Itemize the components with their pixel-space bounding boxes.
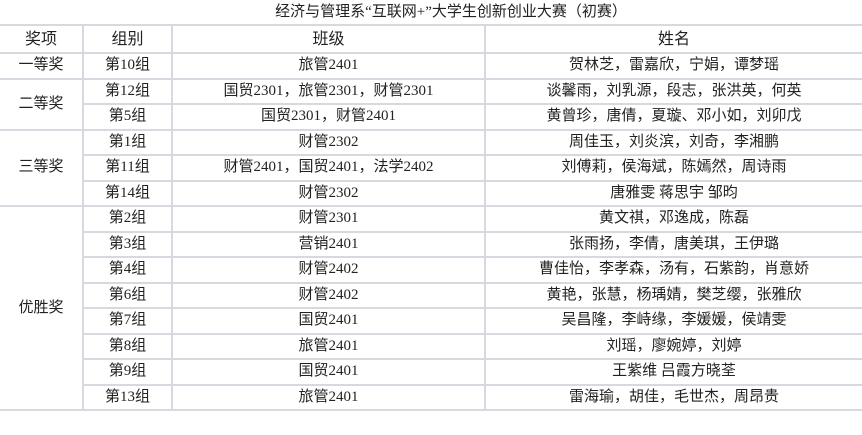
group-cell: 第11组 [83, 154, 173, 182]
names-cell: 黄艳，张慧，杨瑀婧，樊芝缨，张雅欣 [484, 281, 862, 309]
award-table: 奖项 组别 班级 姓名 一等奖 第10组 旅管2401 贺林芝，雷嘉欣，宁娟，谭梦瑶二… [0, 24, 862, 411]
names-cell: 曹佳怡，李孝森，汤有，石紫韵，肖意娇 [484, 256, 862, 284]
class-cell: 财管2402 [171, 281, 486, 309]
class-cell: 旅管2401 [171, 52, 486, 80]
names-cell: 唐雅雯 蒋思宇 邹昀 [484, 179, 862, 207]
table-row: 第14组 财管2302 唐雅雯 蒋思宇 邹昀 [0, 179, 862, 207]
table-row: 优胜奖 第2组 财管2301 黄文祺，邓逸成，陈磊 [0, 205, 862, 411]
group-cell: 第3组 [83, 230, 173, 258]
header-row: 奖项 组别 班级 姓名 [0, 24, 862, 54]
table-row: 第4组 财管2402 曹佳怡，李孝森，汤有，石紫韵，肖意娇 [0, 256, 862, 284]
award-cell: 二等奖 [0, 77, 84, 131]
group-cell: 第9组 [83, 358, 173, 386]
group-cell: 第6组 [83, 281, 173, 309]
group-cell: 第7组 [83, 307, 173, 335]
names-cell: 谈馨雨，刘乳源，段志，张洪英，何英 [484, 77, 862, 105]
class-cell: 旅管2401 [171, 383, 486, 411]
names-cell: 刘傅莉，侯海斌，陈嫣然，周诗雨 [484, 154, 862, 182]
names-cell: 吴昌隆，李峙缘，李媛媛，侯靖雯 [484, 307, 862, 335]
table-row: 一等奖 第10组 旅管2401 贺林芝，雷嘉欣，宁娟，谭梦瑶 [0, 52, 862, 80]
class-cell: 营销2401 [171, 230, 486, 258]
table-row: 第6组 财管2402 黄艳，张慧，杨瑀婧，樊芝缨，张雅欣 [0, 281, 862, 309]
group-cell: 第8组 [83, 332, 173, 360]
names-cell: 张雨扬，李倩，唐美琪，王伊璐 [484, 230, 862, 258]
names-cell: 周佳玉，刘炎滨，刘奇，李湘鹏 [484, 128, 862, 156]
group-cell: 第5组 [83, 103, 173, 131]
header-award: 奖项 [0, 24, 84, 54]
table-row: 三等奖 第1组 财管2302 周佳玉，刘炎滨，刘奇，李湘鹏 [0, 128, 862, 207]
header-names: 姓名 [484, 24, 862, 54]
award-cell: 三等奖 [0, 128, 84, 207]
class-cell: 国贸2301，旅管2301，财管2301 [171, 77, 486, 105]
table-row: 第9组 国贸2401 王紫维 吕霞方晓荃 [0, 358, 862, 386]
table-row: 第7组 国贸2401 吴昌隆，李峙缘，李媛媛，侯靖雯 [0, 307, 862, 335]
class-cell: 财管2301 [171, 205, 486, 233]
names-cell: 雷海瑜，胡佳，毛世杰，周昂贵 [484, 383, 862, 411]
names-cell: 黄文祺，邓逸成，陈磊 [484, 205, 862, 233]
award-cell: 优胜奖 [0, 205, 84, 411]
header-group: 组别 [82, 24, 173, 54]
class-cell: 旅管2401 [171, 332, 486, 360]
group-cell: 第12组 [82, 77, 173, 105]
header-class: 班级 [171, 24, 486, 54]
names-cell: 贺林芝，雷嘉欣，宁娟，谭梦瑶 [484, 52, 862, 80]
group-cell: 第13组 [83, 383, 173, 411]
award-cell: 一等奖 [0, 52, 84, 80]
class-cell: 财管2302 [171, 128, 486, 156]
group-cell: 第4组 [83, 256, 173, 284]
table-row: 第3组 营销2401 张雨扬，李倩，唐美琪，王伊璐 [0, 230, 862, 258]
table-row: 第11组 财管2401，国贸2401，法学2402 刘傅莉，侯海斌，陈嫣然，周诗雨 [0, 154, 862, 182]
table-row: 第5组 国贸2301，财管2401 黄曾珍，唐倩，夏璇、邓小如，刘卯戊 [0, 103, 862, 131]
class-cell: 财管2401，国贸2401，法学2402 [171, 154, 486, 182]
table-title: 经济与管理系“互联网+”大学生创新创业大赛（初赛） [275, 4, 627, 20]
class-cell: 国贸2401 [171, 307, 486, 335]
class-cell: 财管2402 [171, 256, 486, 284]
group-cell: 第1组 [82, 128, 173, 156]
names-cell: 王紫维 吕霞方晓荃 [484, 358, 862, 386]
names-cell: 刘瑶，廖婉婷，刘婷 [484, 332, 862, 360]
group-cell: 第10组 [82, 52, 173, 80]
table-row: 二等奖 第12组 国贸2301，旅管2301，财管2301 谈馨雨，刘乳源，段志，张洪… [0, 77, 862, 131]
group-cell: 第2组 [82, 205, 173, 233]
class-cell: 财管2302 [171, 179, 486, 207]
class-cell: 国贸2301，财管2401 [171, 103, 486, 131]
names-cell: 黄曾珍，唐倩，夏璇、邓小如，刘卯戊 [484, 103, 862, 131]
table-row: 第8组 旅管2401 刘瑶，廖婉婷，刘婷 [0, 332, 862, 360]
table-row: 第13组 旅管2401 雷海瑜，胡佳，毛世杰，周昂贵 [0, 383, 862, 411]
class-cell: 国贸2401 [171, 358, 486, 386]
group-cell: 第14组 [83, 179, 173, 207]
